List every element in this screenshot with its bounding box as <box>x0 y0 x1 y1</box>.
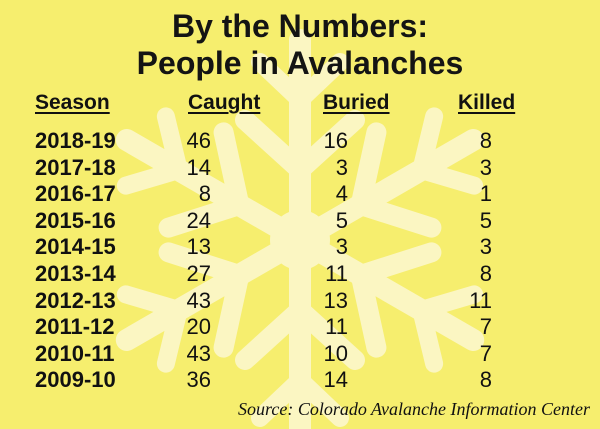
table-row: 2016-17 8 4 1 <box>0 181 600 207</box>
table-row: 2009-10 36 14 8 <box>0 367 600 393</box>
killed-cell: 8 <box>479 128 492 153</box>
season-cell: 2018-19 <box>35 128 116 153</box>
table-row: 2011-12 20 11 7 <box>0 314 600 340</box>
table-row: 2018-19 46 16 8 <box>0 128 600 154</box>
season-cell: 2013-14 <box>35 261 116 286</box>
caught-cell: 20 <box>186 314 211 340</box>
season-cell: 2014-15 <box>35 234 116 260</box>
chart-title: By the Numbers: <box>171 8 429 44</box>
column-header-season: Season <box>35 91 110 114</box>
season-cell: 2017-18 <box>35 154 116 180</box>
season-cell: 2010-11 <box>35 340 115 366</box>
season-cell: 2016-17 <box>35 181 116 207</box>
season-cell: 2009-10 <box>35 367 116 393</box>
killed-cell: 11 <box>469 287 492 313</box>
source-note: Source: Colorado Avalanche Information C… <box>238 399 590 419</box>
column-header-killed: Killed <box>458 91 516 114</box>
caught-cell: 27 <box>186 261 211 286</box>
buried-cell: 10 <box>323 340 348 366</box>
caught-cell: 43 <box>186 287 211 313</box>
buried-cell: 11 <box>325 314 348 340</box>
table-row: 2010-11 43 10 7 <box>0 341 600 367</box>
buried-cell: 4 <box>335 181 348 207</box>
table-row: 2015-16 24 5 5 <box>0 208 600 234</box>
table-row: 2014-15 13 3 3 <box>0 234 600 260</box>
caught-cell: 43 <box>186 340 211 366</box>
buried-cell: 3 <box>335 234 348 260</box>
table-row: 2017-18 14 3 3 <box>0 155 600 181</box>
column-header-caught: Caught <box>188 91 261 114</box>
caught-cell: 46 <box>186 128 211 153</box>
killed-cell: 5 <box>479 207 492 233</box>
buried-cell: 14 <box>323 367 348 393</box>
killed-cell: 3 <box>479 234 492 260</box>
killed-cell: 7 <box>479 314 492 340</box>
killed-cell: 1 <box>479 181 492 207</box>
killed-cell: 3 <box>479 154 492 180</box>
season-cell: 2012-13 <box>35 287 116 313</box>
caught-cell: 24 <box>186 207 211 233</box>
column-header-buried: Buried <box>323 91 390 114</box>
caught-cell: 36 <box>186 367 211 393</box>
caught-cell: 13 <box>186 234 211 260</box>
buried-cell: 5 <box>335 207 348 233</box>
buried-cell: 16 <box>323 128 348 153</box>
killed-cell: 8 <box>479 367 492 393</box>
season-cell: 2015-16 <box>35 207 116 233</box>
buried-cell: 3 <box>335 154 348 180</box>
killed-cell: 7 <box>479 340 492 366</box>
caught-cell: 14 <box>186 154 211 180</box>
table-row: 2013-14 27 11 8 <box>0 261 600 287</box>
caught-cell: 8 <box>198 181 211 207</box>
buried-cell: 11 <box>325 261 348 286</box>
chart-subtitle: People in Avalanches <box>136 45 464 81</box>
buried-cell: 13 <box>323 287 348 313</box>
table-row: 2012-13 43 13 11 <box>0 288 600 314</box>
killed-cell: 8 <box>479 261 492 286</box>
season-cell: 2011-12 <box>35 314 115 340</box>
